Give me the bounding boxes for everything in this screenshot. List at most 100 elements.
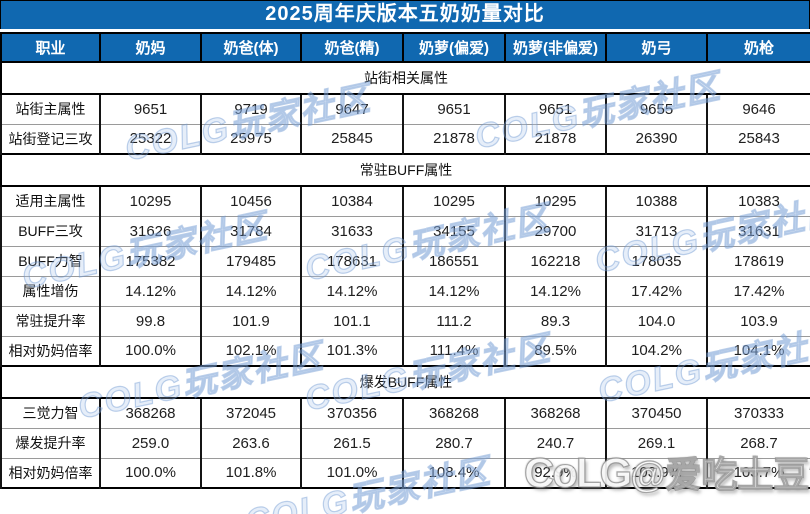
table-cell: 25322 xyxy=(99,123,202,155)
row-label: BUFF力智 xyxy=(0,245,101,277)
table-cell: 240.7 xyxy=(504,427,607,459)
table-cell: 370450 xyxy=(605,397,708,429)
table-row: 适用主属性 10295 10456 10384 10295 10295 1038… xyxy=(0,185,810,217)
table-cell: 31784 xyxy=(200,215,302,247)
table-cell: 101.0% xyxy=(300,457,404,489)
column-header: 奶萝(非偏爱) xyxy=(504,32,607,63)
table-cell: 89.5% xyxy=(504,335,607,367)
row-label: 适用主属性 xyxy=(0,185,101,217)
column-header-job: 职业 xyxy=(0,32,101,63)
table-cell: 9651 xyxy=(99,93,202,125)
table-cell: 103.9 xyxy=(706,305,810,337)
table-cell: 111.4% xyxy=(402,335,506,367)
section-header: 爆发BUFF属性 xyxy=(1,365,810,399)
row-label: 爆发提升率 xyxy=(0,427,101,459)
table-cell: 263.6 xyxy=(200,427,302,459)
table-cell: 368268 xyxy=(504,397,607,429)
table-cell: 368268 xyxy=(99,397,202,429)
column-header: 奶爸(体) xyxy=(200,32,302,63)
table-cell: 31626 xyxy=(99,215,202,247)
table-cell: 111.2 xyxy=(402,305,506,337)
row-label: 常驻提升率 xyxy=(0,305,101,337)
table-cell: 25845 xyxy=(300,123,404,155)
table-cell: 14.12% xyxy=(300,275,404,307)
row-label: 站街主属性 xyxy=(0,93,101,125)
section-header: 常驻BUFF属性 xyxy=(1,153,810,187)
table-cell: 280.7 xyxy=(402,427,506,459)
table-cell: 10295 xyxy=(99,185,202,217)
row-label: 站街登记三攻 xyxy=(0,123,101,155)
row-label: 相对奶妈倍率 xyxy=(0,335,101,367)
table-cell: 101.9 xyxy=(200,305,302,337)
table-cell: 26390 xyxy=(605,123,708,155)
table-row: 常驻提升率 99.8 101.9 101.1 111.2 89.3 104.0 … xyxy=(0,305,810,337)
column-header: 奶爸(精) xyxy=(300,32,404,63)
table-row: 站街主属性 9651 9719 9647 9651 9651 9655 9646 xyxy=(0,93,810,125)
table-cell: 21878 xyxy=(402,123,506,155)
table-cell: 14.12% xyxy=(200,275,302,307)
table-title: 2025周年庆版本五奶奶量对比 xyxy=(0,0,810,29)
table-cell: 100.0% xyxy=(99,457,202,489)
table-cell: 14.12% xyxy=(402,275,506,307)
section-row: 常驻BUFF属性 xyxy=(1,153,810,187)
table-cell: 92.9% xyxy=(504,457,607,489)
title-divider xyxy=(0,29,810,32)
table-cell: 99.8 xyxy=(99,305,202,337)
table-cell: 100.0% xyxy=(99,335,202,367)
table-cell: 370333 xyxy=(706,397,810,429)
section-row: 站街相关属性 xyxy=(1,61,810,95)
table-cell: 104.0 xyxy=(605,305,708,337)
table-cell: 175382 xyxy=(99,245,202,277)
row-label: BUFF三攻 xyxy=(0,215,101,247)
table-cell: 9651 xyxy=(402,93,506,125)
table-cell: 10295 xyxy=(402,185,506,217)
table-row: 属性增伤 14.12% 14.12% 14.12% 14.12% 14.12% … xyxy=(0,275,810,307)
table-cell: 186551 xyxy=(402,245,506,277)
table-row: 相对奶妈倍率 100.0% 102.1% 101.3% 111.4% 89.5%… xyxy=(0,335,810,367)
table-cell: 178035 xyxy=(605,245,708,277)
table-cell: 370356 xyxy=(300,397,404,429)
table-cell: 178631 xyxy=(300,245,404,277)
column-header: 奶枪 xyxy=(706,32,810,63)
table-cell: 268.7 xyxy=(706,427,810,459)
row-label: 相对奶妈倍率 xyxy=(0,457,101,489)
table-cell: 103.9% xyxy=(605,457,708,489)
table-cell: 9655 xyxy=(605,93,708,125)
table-cell: 31713 xyxy=(605,215,708,247)
table-cell: 104.1% xyxy=(706,335,810,367)
table-cell: 10388 xyxy=(605,185,708,217)
table-cell: 162218 xyxy=(504,245,607,277)
table-cell: 10383 xyxy=(706,185,810,217)
table-cell: 89.3 xyxy=(504,305,607,337)
table-cell: 17.42% xyxy=(706,275,810,307)
table-cell: 14.12% xyxy=(99,275,202,307)
row-label: 三觉力智 xyxy=(0,397,101,429)
table-cell: 17.42% xyxy=(605,275,708,307)
header-row: 职业 奶妈 奶爸(体) 奶爸(精) 奶萝(偏爱) 奶萝(非偏爱) 奶弓 奶枪 xyxy=(0,32,810,63)
table-cell: 10456 xyxy=(200,185,302,217)
table-cell: 108.4% xyxy=(402,457,506,489)
table-row: 相对奶妈倍率 100.0% 101.8% 101.0% 108.4% 92.9%… xyxy=(0,457,810,489)
table-cell: 178619 xyxy=(706,245,810,277)
table-cell: 9719 xyxy=(200,93,302,125)
table-cell: 179485 xyxy=(200,245,302,277)
table-cell: 14.12% xyxy=(504,275,607,307)
table-cell: 101.1 xyxy=(300,305,404,337)
table-cell: 31631 xyxy=(706,215,810,247)
table-cell: 29700 xyxy=(504,215,607,247)
table-cell: 261.5 xyxy=(300,427,404,459)
table-row: 站街登记三攻 25322 25975 25845 21878 21878 263… xyxy=(0,123,810,155)
table-cell: 25975 xyxy=(200,123,302,155)
table-cell: 372045 xyxy=(200,397,302,429)
table-row: 三觉力智 368268 372045 370356 368268 368268 … xyxy=(0,397,810,429)
table-cell: 103.7% xyxy=(706,457,810,489)
table-cell: 102.1% xyxy=(200,335,302,367)
table-row: 爆发提升率 259.0 263.6 261.5 280.7 240.7 269.… xyxy=(0,427,810,459)
table-cell: 269.1 xyxy=(605,427,708,459)
table-cell: 10295 xyxy=(504,185,607,217)
table-cell: 101.8% xyxy=(200,457,302,489)
column-header: 奶弓 xyxy=(605,32,708,63)
table-cell: 104.2% xyxy=(605,335,708,367)
comparison-table: 职业 奶妈 奶爸(体) 奶爸(精) 奶萝(偏爱) 奶萝(非偏爱) 奶弓 奶枪 站… xyxy=(0,32,810,489)
